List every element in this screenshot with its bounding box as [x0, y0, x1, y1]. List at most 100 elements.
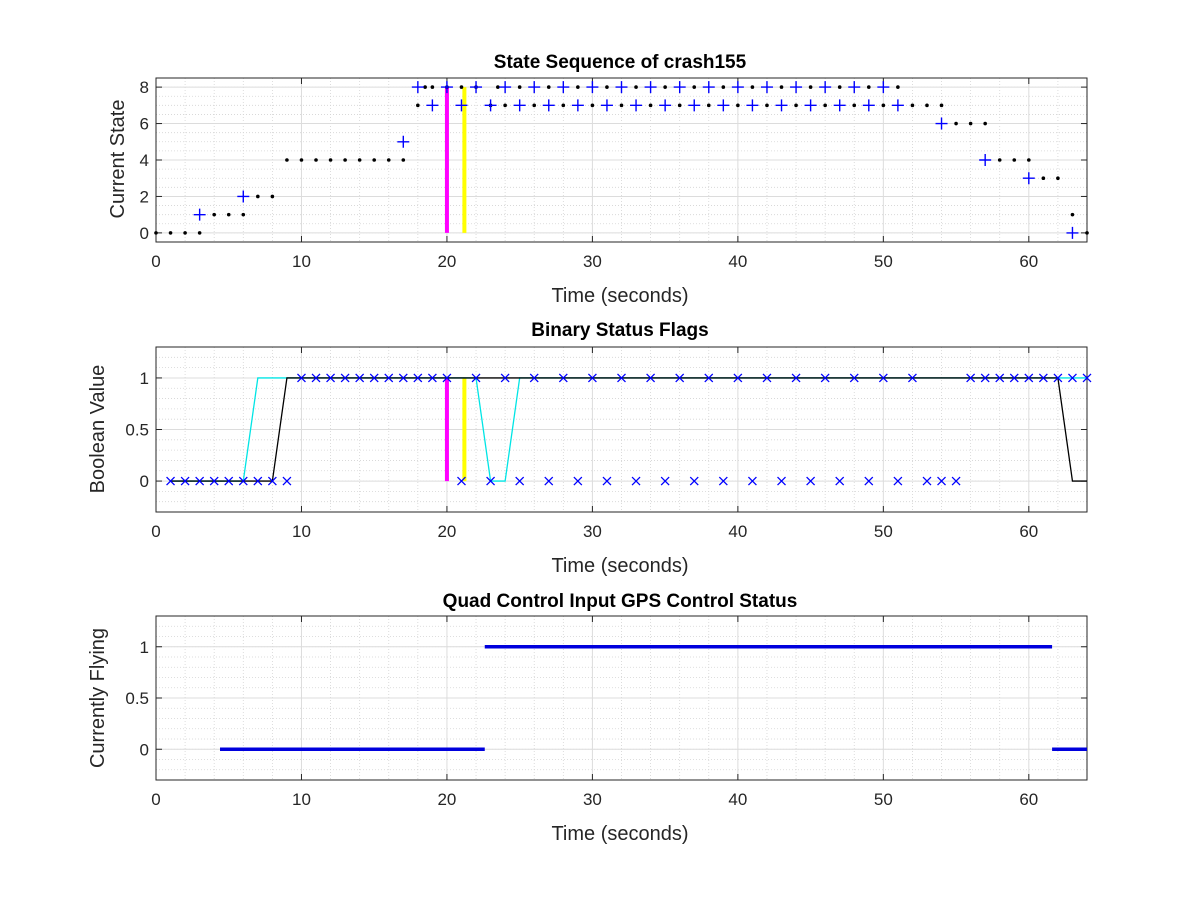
data-point-plus [528, 81, 541, 94]
data-point-plus [979, 154, 992, 166]
x-tick-label: 0 [151, 790, 160, 809]
data-point-dot [576, 85, 580, 89]
data-point-dot [423, 85, 427, 89]
data-point-x [282, 476, 292, 486]
data-point-dot [823, 103, 827, 108]
series-line [170, 377, 1087, 482]
data-point-dot [736, 103, 740, 108]
y-tick-label: 0 [140, 472, 149, 491]
data-point-dot [1056, 176, 1060, 181]
data-point-dot [721, 85, 726, 89]
data-point-dot [197, 231, 202, 235]
data-point-x [704, 373, 714, 383]
data-point-dot [794, 103, 798, 108]
data-point-plus [790, 81, 803, 94]
data-point-plus [877, 81, 890, 94]
data-point-x [980, 373, 990, 383]
data-point-x [311, 373, 321, 383]
data-point-x [718, 476, 728, 486]
data-point-plus [237, 190, 250, 203]
data-point-plus [1022, 172, 1035, 185]
data-point-x [209, 476, 219, 486]
data-point-plus [455, 99, 468, 112]
data-point-x [326, 373, 336, 383]
subplot-2-y-tick-labels: 0 0.5 1 [125, 369, 149, 491]
data-point-dot [546, 85, 551, 89]
data-point-plus [862, 99, 875, 112]
data-point-plus [470, 81, 483, 94]
data-point-x [835, 476, 845, 486]
data-point-x [398, 373, 408, 383]
data-point-plus [542, 99, 555, 112]
data-point-x [1053, 373, 1063, 383]
data-point-x [515, 476, 525, 486]
data-point-dot [896, 85, 900, 89]
data-point-plus [688, 99, 701, 112]
data-point-plus [499, 81, 512, 94]
data-point-plus [615, 81, 628, 94]
data-point-plus [426, 99, 439, 112]
data-point-dot [496, 85, 500, 89]
data-point-plus [935, 117, 948, 130]
x-tick-label: 50 [874, 252, 893, 271]
data-point-x [166, 476, 176, 486]
data-point-x [442, 373, 452, 383]
y-tick-label: 6 [140, 115, 149, 134]
data-point-dot [750, 85, 755, 89]
data-point-dot [343, 158, 347, 162]
data-point-dot [154, 231, 158, 235]
data-point-x [631, 476, 641, 486]
subplot-binary-status-flags: Binary Status Flags Time (seconds) Boole… [87, 320, 1092, 577]
data-point-x [820, 373, 830, 383]
data-point-x [471, 373, 481, 383]
data-point-plus [760, 81, 773, 94]
x-tick-label: 30 [583, 252, 602, 271]
data-point-plus [600, 99, 613, 112]
data-point-x [951, 476, 961, 486]
data-point-x [995, 373, 1005, 383]
data-point-plus [1066, 226, 1079, 239]
subplot-3-plot-area [155, 615, 1088, 781]
data-point-x [500, 373, 510, 383]
data-point-x [864, 476, 874, 486]
data-point-dot [212, 212, 216, 217]
data-point-plus [571, 99, 584, 112]
x-tick-label: 30 [583, 790, 602, 809]
data-point-x [558, 373, 568, 383]
data-point-plus [848, 81, 861, 94]
data-point-x [587, 373, 597, 383]
data-point-dot [765, 103, 769, 108]
data-point-plus [717, 99, 730, 112]
data-point-x [966, 373, 976, 383]
data-point-dot [416, 103, 420, 108]
data-point-x [791, 373, 801, 383]
data-point-x [733, 373, 743, 383]
data-point-x [573, 476, 583, 486]
data-point-plus [586, 81, 599, 94]
data-point-x [297, 373, 306, 383]
data-point-dot [605, 85, 609, 89]
data-point-dot [503, 103, 507, 108]
subplot-3-xlabel: Time (seconds) [551, 823, 688, 845]
data-point-x [340, 373, 350, 383]
data-point-dot [706, 103, 711, 108]
data-point-plus [819, 81, 832, 94]
data-point-x [355, 373, 365, 383]
x-tick-label: 40 [728, 790, 747, 809]
data-point-dot [866, 85, 871, 89]
y-tick-label: 1 [140, 638, 149, 657]
data-point-plus [644, 81, 657, 94]
subplot-2-title: Binary Status Flags [531, 320, 708, 341]
data-point-plus [513, 99, 526, 112]
data-point-dot [881, 103, 886, 108]
data-point-plus [775, 99, 788, 112]
x-tick-label: 50 [874, 522, 893, 541]
x-tick-label: 0 [151, 522, 160, 541]
subplot-3-ylabel: Currently Flying [87, 628, 109, 768]
data-point-x [224, 476, 234, 486]
data-point-x [267, 476, 277, 486]
data-point-x [238, 476, 248, 486]
data-point-dot [852, 103, 857, 108]
y-tick-label: 0.5 [125, 421, 149, 440]
data-point-x [253, 476, 263, 486]
